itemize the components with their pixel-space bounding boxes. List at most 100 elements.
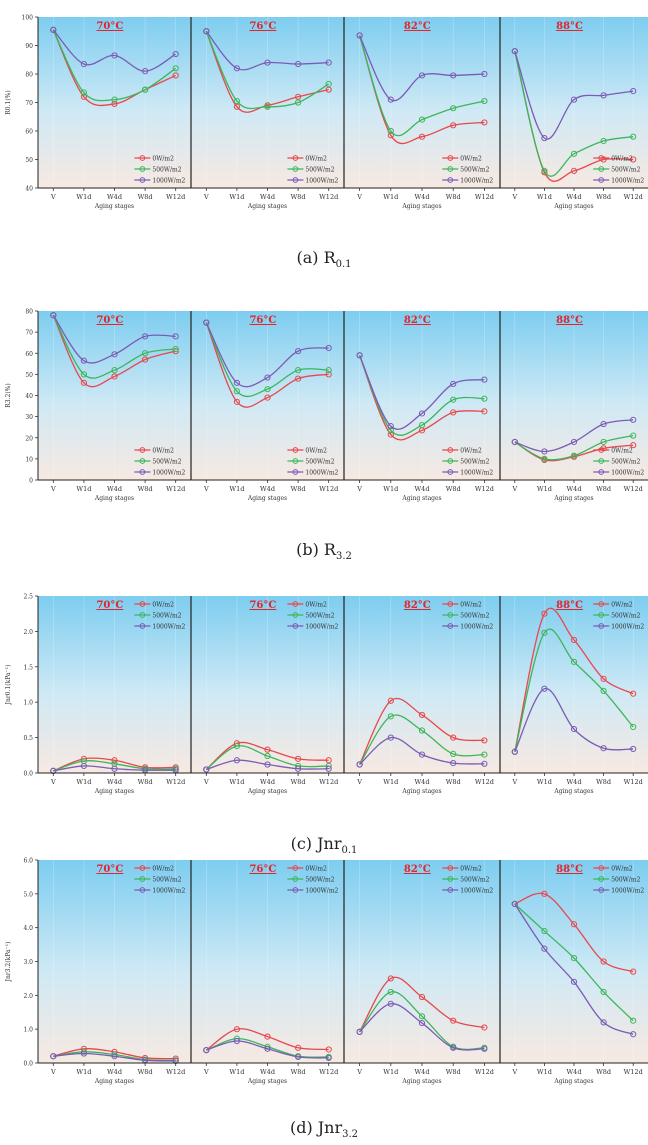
legend-label: 0W/m2 [611, 448, 633, 455]
x-axis-label: Aging stages [553, 1078, 593, 1085]
panel-1: 76°C 0W/m2 500W/m2 1000W/m2 V W1d W4d W8d W12d Ag… [190, 860, 339, 1085]
x-tick-label: V [511, 1068, 517, 1076]
y-tick-label: 0 [29, 478, 33, 485]
data-point [418, 421, 426, 429]
x-tick-label: W4d [260, 193, 275, 201]
data-point [111, 100, 118, 108]
y-tick-label: 60 [25, 129, 33, 136]
legend-marker [598, 469, 605, 475]
data-point [295, 755, 302, 762]
series-line-1000W/m2 [205, 322, 329, 388]
data-point [172, 333, 179, 340]
data-point [264, 761, 271, 768]
panel-2: 82°C 0W/m2 500W/m2 1000W/m2 V W1d W4d W8d W12d Ag… [343, 311, 494, 502]
legend-label: 0W/m2 [460, 602, 482, 609]
legend-marker [447, 876, 454, 882]
data-point [264, 746, 271, 753]
data-point [325, 1054, 332, 1062]
x-tick-label: V [50, 1068, 56, 1076]
x-tick-label: V [356, 193, 362, 201]
data-point [264, 59, 271, 66]
panel-1: 76°C 0W/m2 500W/m2 1000W/m2 V W1d W4d W8d W12d Ag… [190, 17, 339, 210]
y-tick-label: 100 [22, 15, 34, 22]
x-tick-label: V [356, 778, 362, 786]
series-line-500W/m2 [514, 435, 634, 461]
data-point [570, 955, 578, 962]
data-point [570, 96, 578, 103]
legend-marker [598, 601, 605, 607]
x-tick-label: W8d [291, 1068, 306, 1076]
panel-3: 88°C 0W/m2 500W/m2 1000W/m2 V W1d W4d W8d W12d Ag… [499, 311, 644, 502]
y-tick-label: 1.5 [23, 664, 33, 671]
legend-marker [139, 155, 146, 161]
data-point [233, 1026, 240, 1033]
x-tick-label: W1d [383, 193, 398, 201]
data-point [481, 1045, 488, 1052]
temperature-label: 70°C [96, 864, 123, 875]
data-point [50, 26, 57, 33]
data-point [50, 1053, 57, 1060]
series-line-0W/m2 [205, 322, 329, 408]
x-tick-label: W4d [107, 193, 122, 201]
legend-label: 1000W/m2 [305, 624, 338, 631]
legend-label: 1000W/m2 [611, 178, 644, 185]
temperature-label: 82°C [404, 864, 431, 875]
legend-marker [139, 865, 146, 871]
legend-label: 500W/m2 [611, 167, 640, 174]
data-point [295, 60, 302, 68]
data-point [325, 59, 332, 66]
x-tick-label: W1d [76, 1068, 91, 1076]
x-tick-label: W1d [537, 1068, 552, 1076]
series-line-500W/m2 [358, 355, 485, 436]
data-point [142, 333, 149, 340]
data-point [387, 713, 394, 720]
series-line-0W/m2 [514, 607, 634, 752]
x-tick-label: W12d [624, 193, 643, 201]
temperature-label: 82°C [404, 21, 431, 32]
temperature-label: 88°C [556, 864, 583, 875]
legend-marker [598, 458, 605, 464]
data-point [295, 1053, 302, 1061]
data-point [387, 423, 394, 430]
y-tick-label: 70 [25, 100, 33, 107]
data-point [570, 150, 578, 157]
plot-background [38, 17, 648, 188]
legend-label: 0W/m2 [152, 156, 174, 163]
x-tick-label: W4d [415, 1068, 430, 1076]
plot-background [38, 596, 648, 773]
y-tick-label: 40 [25, 186, 33, 193]
data-point [387, 96, 394, 103]
data-point [418, 133, 426, 140]
x-tick-label: W12d [475, 778, 494, 786]
legend-marker [292, 612, 299, 618]
legend-label: 1000W/m2 [152, 624, 185, 631]
legend-label: 1000W/m2 [152, 888, 185, 895]
data-point [541, 927, 548, 935]
x-tick-label: W12d [624, 485, 643, 493]
y-axis-label: Jnr0.1(kPa⁻¹) [5, 665, 12, 706]
legend-marker [447, 612, 454, 618]
panel-2: 82°C 0W/m2 500W/m2 1000W/m2 V W1d W4d W8d W12d Ag… [343, 860, 494, 1085]
legend-marker [447, 166, 454, 172]
x-tick-label: W1d [383, 1068, 398, 1076]
data-point [600, 1019, 607, 1026]
data-point [450, 1044, 457, 1051]
legend-marker [292, 601, 299, 607]
y-tick-label: 2.0 [23, 629, 33, 636]
legend-label: 0W/m2 [460, 156, 482, 163]
data-point [80, 379, 88, 386]
legend-marker [598, 447, 605, 453]
legend-marker [598, 177, 605, 183]
data-point [142, 86, 149, 93]
data-point [418, 993, 426, 1001]
legend-marker [292, 469, 299, 475]
x-tick-label: W1d [76, 778, 91, 786]
legend-marker [447, 865, 454, 871]
data-point [233, 398, 240, 405]
y-tick-label: 60 [25, 351, 33, 358]
data-point [541, 890, 548, 897]
x-tick-label: V [50, 193, 56, 201]
series-line-0W/m2 [205, 1028, 329, 1051]
x-tick-label: W12d [624, 778, 643, 786]
series-line-500W/m2 [205, 30, 330, 110]
